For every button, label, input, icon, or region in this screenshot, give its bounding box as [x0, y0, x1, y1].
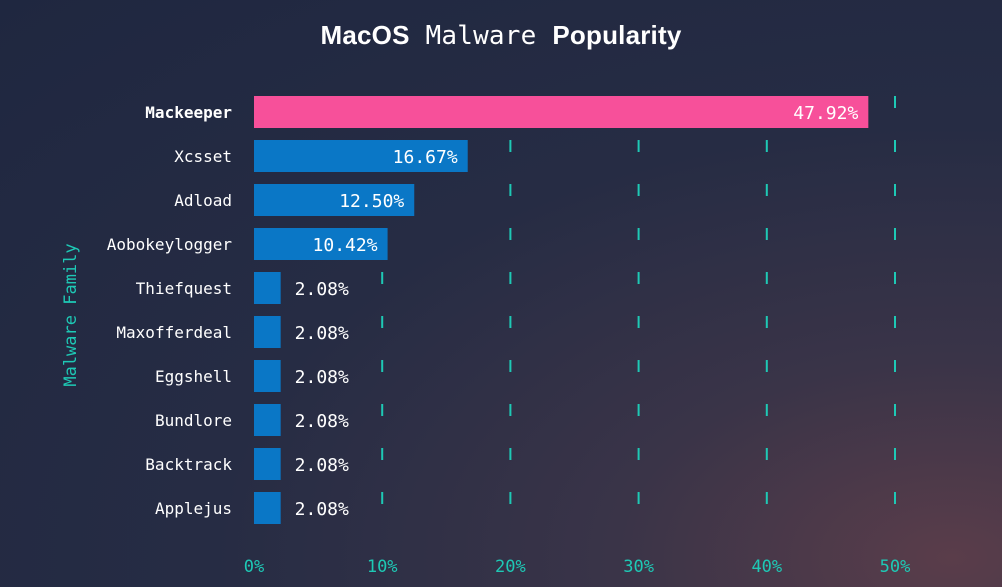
category-label: Mackeeper: [145, 103, 232, 122]
bar: [254, 404, 281, 436]
value-label: 47.92%: [793, 103, 858, 124]
category-label: Aobokeylogger: [107, 235, 233, 254]
category-label: Backtrack: [145, 455, 232, 474]
category-label: Maxofferdeal: [116, 323, 232, 342]
x-tick-label: 40%: [751, 557, 782, 577]
value-label: 2.08%: [295, 411, 349, 432]
bar: [254, 140, 468, 172]
bar: [254, 448, 281, 480]
chart-title: MacOS Malware Popularity: [0, 20, 1002, 51]
category-label: Adload: [174, 191, 232, 210]
bar: [254, 492, 281, 524]
x-tick-label: 10%: [367, 557, 398, 577]
value-label: 12.50%: [339, 191, 404, 212]
category-label: Applejus: [155, 499, 232, 518]
value-label: 2.08%: [295, 323, 349, 344]
value-label: 10.42%: [313, 235, 378, 256]
title-part-malware: Malware: [425, 21, 537, 51]
bar: [254, 360, 281, 392]
title-part-popularity: Popularity: [552, 20, 682, 50]
value-label: 2.08%: [295, 279, 349, 300]
bar: [254, 184, 415, 216]
category-label: Bundlore: [155, 411, 232, 430]
value-label: 2.08%: [295, 455, 349, 476]
bar: [254, 228, 388, 260]
value-label: 16.67%: [393, 147, 458, 168]
bar: [254, 96, 869, 128]
x-tick-label: 50%: [880, 557, 911, 577]
value-label: 2.08%: [295, 499, 349, 520]
x-tick-label: 30%: [623, 557, 654, 577]
category-label: Thiefquest: [136, 279, 232, 298]
bar: [254, 272, 281, 304]
x-tick-label: 20%: [495, 557, 526, 577]
x-tick-label: 0%: [244, 557, 264, 577]
title-part-macos: MacOS: [320, 20, 410, 50]
value-label: 2.08%: [295, 367, 349, 388]
category-label: Eggshell: [155, 367, 232, 386]
bar: [254, 316, 281, 348]
category-label: Xcsset: [174, 147, 232, 166]
